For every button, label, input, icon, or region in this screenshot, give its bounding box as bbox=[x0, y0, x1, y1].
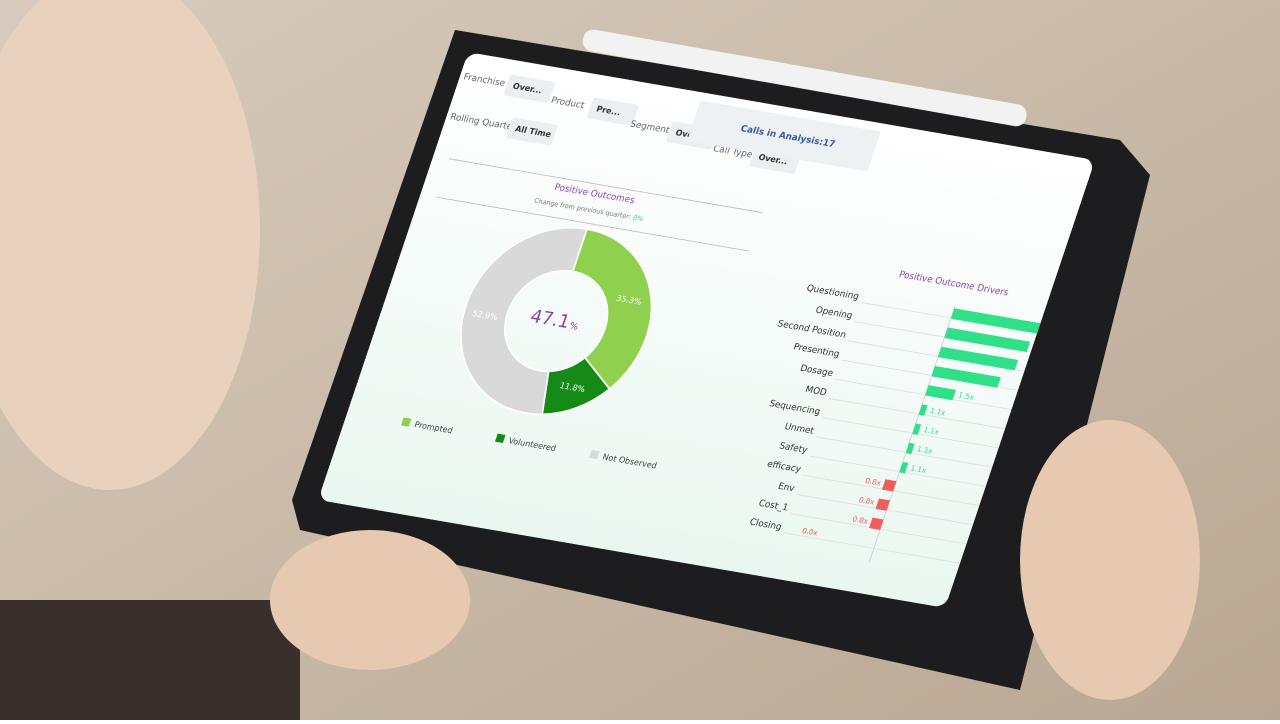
driver-bar bbox=[899, 461, 909, 474]
driver-bar bbox=[925, 385, 956, 401]
row-line bbox=[815, 436, 993, 468]
driver-bar bbox=[875, 498, 890, 511]
driver-label: Env bbox=[776, 482, 796, 495]
slice-label: 11.8% bbox=[559, 380, 587, 394]
driver-bar bbox=[881, 479, 897, 492]
filter-value: Over... bbox=[512, 81, 544, 96]
row-line bbox=[835, 378, 1012, 410]
legend-swatch bbox=[495, 433, 506, 444]
row-line bbox=[809, 455, 986, 487]
filter-select[interactable] bbox=[587, 97, 639, 126]
row-line bbox=[828, 398, 1006, 430]
row-line bbox=[822, 417, 999, 449]
hand bbox=[270, 530, 470, 670]
value-label: 1.1x bbox=[909, 463, 928, 475]
filter-value: Pre... bbox=[595, 103, 622, 117]
driver-bar bbox=[905, 442, 915, 455]
divider bbox=[435, 196, 750, 252]
driver-label: Safety bbox=[778, 441, 809, 456]
slice-label: 35.3% bbox=[615, 293, 643, 307]
change-value: 0% bbox=[632, 214, 645, 224]
driver-label: Cost_1 bbox=[757, 499, 789, 514]
hand bbox=[1020, 420, 1200, 700]
sleeve bbox=[0, 600, 300, 720]
calls-value: 17 bbox=[821, 138, 836, 150]
driver-bar bbox=[912, 423, 922, 435]
person bbox=[0, 0, 260, 490]
legend-swatch bbox=[400, 417, 412, 427]
value-label: 1.5x bbox=[957, 390, 976, 402]
screen: FranchiseOver...ProductPre...SegmentOver… bbox=[317, 52, 1096, 608]
driver-label: Unmet bbox=[783, 422, 816, 437]
driver-bar bbox=[944, 327, 1031, 353]
divider bbox=[448, 158, 763, 214]
filter-select[interactable] bbox=[503, 74, 556, 104]
value-label: 0.0x bbox=[801, 526, 820, 538]
pencil bbox=[582, 29, 1027, 127]
center-unit: % bbox=[568, 322, 580, 333]
driver-bar bbox=[937, 346, 1019, 371]
donut-slice bbox=[460, 226, 589, 416]
driver-bar bbox=[950, 308, 1043, 334]
driver-bar bbox=[869, 517, 884, 530]
value-label: 1.1x bbox=[922, 425, 941, 437]
value-label: 0.8x bbox=[858, 495, 877, 507]
value-label: 0.8x bbox=[851, 514, 870, 526]
row-line bbox=[783, 532, 961, 564]
driver-bar bbox=[918, 404, 928, 416]
filter-select[interactable] bbox=[506, 117, 558, 146]
calls-box bbox=[687, 100, 881, 172]
value-label: 0.8x bbox=[864, 476, 883, 488]
value-label: 1.1x bbox=[929, 406, 948, 418]
slice-label: 52.9% bbox=[471, 308, 499, 322]
legend-swatch bbox=[589, 449, 600, 460]
driver-bar bbox=[931, 365, 1001, 388]
donut-slice bbox=[571, 228, 653, 391]
value-label: 1.1x bbox=[916, 444, 935, 456]
driver-label: MOD bbox=[804, 385, 828, 398]
